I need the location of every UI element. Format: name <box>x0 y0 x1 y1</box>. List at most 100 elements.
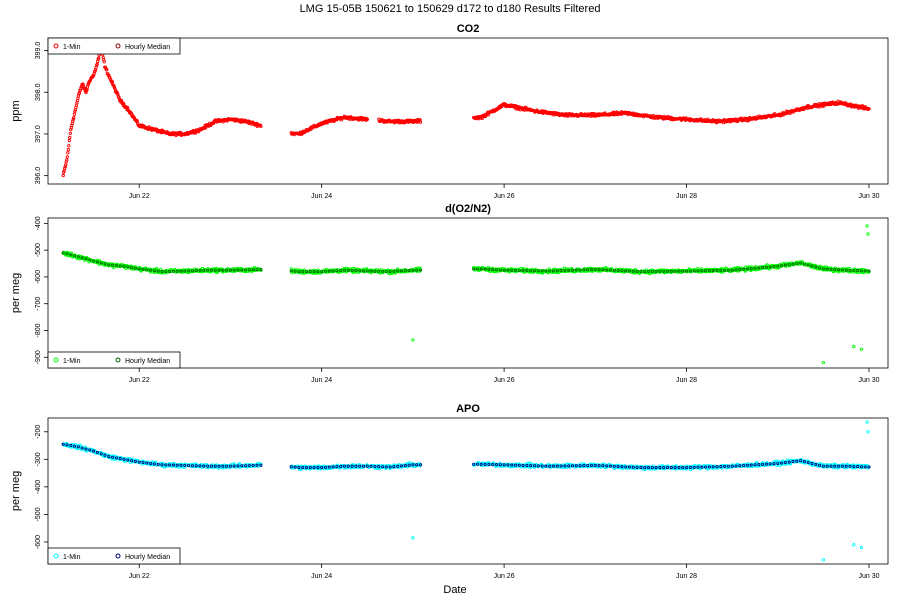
median-point <box>358 269 362 273</box>
median-point <box>141 460 145 465</box>
median-point <box>818 266 822 270</box>
median-point <box>802 460 806 464</box>
median-point <box>491 463 495 467</box>
median-point <box>620 269 624 273</box>
median-point <box>487 267 491 271</box>
median-point <box>103 453 107 457</box>
median-point <box>384 269 388 274</box>
y-tick-label: 399.0 <box>35 42 42 60</box>
median-point <box>833 464 837 468</box>
median-point <box>472 462 476 466</box>
median-point <box>799 459 803 463</box>
median-point <box>183 269 187 273</box>
median-point <box>149 268 153 272</box>
data-point <box>70 121 74 126</box>
data-point <box>112 84 116 88</box>
median-point <box>244 268 248 272</box>
median-point <box>415 268 419 272</box>
median-point <box>350 464 354 468</box>
x-tick-label: Jun 28 <box>676 573 697 580</box>
median-point <box>620 465 624 469</box>
median-point <box>704 269 708 273</box>
median-point <box>627 465 632 469</box>
median-point <box>171 463 175 467</box>
median-point <box>624 269 628 273</box>
median-point <box>582 268 586 272</box>
median-point <box>133 266 137 270</box>
legend-label: 1-Min <box>63 554 81 561</box>
median-point <box>791 460 795 464</box>
median-point <box>240 268 244 272</box>
legend-box <box>47 547 181 565</box>
series-hourly-median <box>61 442 871 470</box>
x-tick-label: Jun 30 <box>858 193 879 200</box>
median-point <box>137 460 141 464</box>
median-point <box>738 464 742 468</box>
median-point <box>780 461 784 465</box>
median-point <box>867 269 871 273</box>
median-point <box>114 263 118 268</box>
legend-box <box>47 351 181 369</box>
median-point <box>225 268 229 272</box>
median-point <box>525 463 529 468</box>
median-point <box>589 268 594 272</box>
median-point <box>354 269 358 273</box>
median-point <box>612 464 616 468</box>
median-point <box>316 270 320 274</box>
median-point <box>217 268 221 272</box>
median-point <box>764 462 768 466</box>
median-point <box>726 268 730 272</box>
median-point <box>605 268 609 272</box>
data-point <box>95 62 99 66</box>
median-point <box>586 268 590 272</box>
median-point <box>130 266 134 270</box>
median-point <box>707 465 711 469</box>
median-point <box>635 269 639 273</box>
median-point <box>646 466 651 470</box>
median-point <box>475 267 480 271</box>
median-point <box>175 463 179 467</box>
median-point <box>156 269 160 273</box>
data-point <box>102 60 106 64</box>
median-point <box>308 270 312 274</box>
outlier-point <box>866 232 870 236</box>
median-point <box>145 461 149 465</box>
median-point <box>228 464 232 468</box>
median-point <box>361 464 366 468</box>
median-point <box>749 267 753 271</box>
y-tick-label: -500 <box>35 507 42 521</box>
panel-2: d(O2/N2)per meg-900-800-700-600-500-400J… <box>10 203 889 384</box>
median-point <box>339 464 343 468</box>
x-tick-label: Jun 24 <box>311 573 332 580</box>
y-tick-label: -200 <box>35 425 42 439</box>
series-hourly-median <box>61 251 871 274</box>
median-point <box>582 464 586 468</box>
median-point <box>578 268 582 272</box>
data-point <box>71 119 75 123</box>
median-point <box>510 463 514 467</box>
median-point <box>852 268 856 273</box>
legend: 1-Min Hourly Median <box>47 37 181 55</box>
median-point <box>814 265 818 269</box>
median-point <box>863 465 867 469</box>
median-point <box>179 269 183 273</box>
legend-marker <box>115 553 121 559</box>
y-tick-label: -600 <box>35 535 42 549</box>
median-point <box>95 260 99 264</box>
median-point <box>772 462 776 466</box>
median-point <box>331 269 335 273</box>
median-point <box>711 269 715 273</box>
median-point <box>502 268 506 272</box>
median-point <box>840 464 844 468</box>
median-point <box>555 464 559 468</box>
median-point <box>494 268 499 272</box>
y-tick-label: 397.0 <box>35 125 42 143</box>
median-point <box>837 464 841 468</box>
median-point <box>567 268 571 272</box>
data-point <box>67 144 71 148</box>
median-point <box>685 269 689 273</box>
median-point <box>198 464 202 468</box>
median-point <box>825 267 829 271</box>
